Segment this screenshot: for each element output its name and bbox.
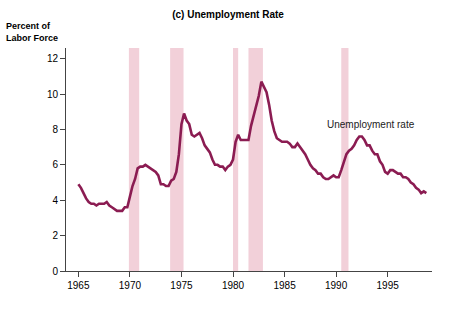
svg-text:1965: 1965 [67, 280, 90, 291]
svg-text:1995: 1995 [377, 280, 400, 291]
svg-text:2: 2 [52, 230, 58, 241]
svg-text:1970: 1970 [119, 280, 142, 291]
svg-text:1985: 1985 [273, 280, 296, 291]
svg-text:10: 10 [47, 89, 59, 100]
svg-text:1980: 1980 [222, 280, 245, 291]
svg-text:1975: 1975 [170, 280, 193, 291]
svg-text:8: 8 [52, 124, 58, 135]
svg-text:4: 4 [52, 195, 58, 206]
svg-text:Unemployment rate: Unemployment rate [327, 119, 415, 130]
svg-text:12: 12 [47, 53, 59, 64]
svg-text:0: 0 [52, 266, 58, 277]
svg-text:(c) Unemployment Rate: (c) Unemployment Rate [172, 9, 284, 20]
svg-text:Percent ofLabor Force: Percent ofLabor Force [6, 21, 58, 43]
svg-text:1990: 1990 [325, 280, 348, 291]
svg-text:6: 6 [52, 159, 58, 170]
